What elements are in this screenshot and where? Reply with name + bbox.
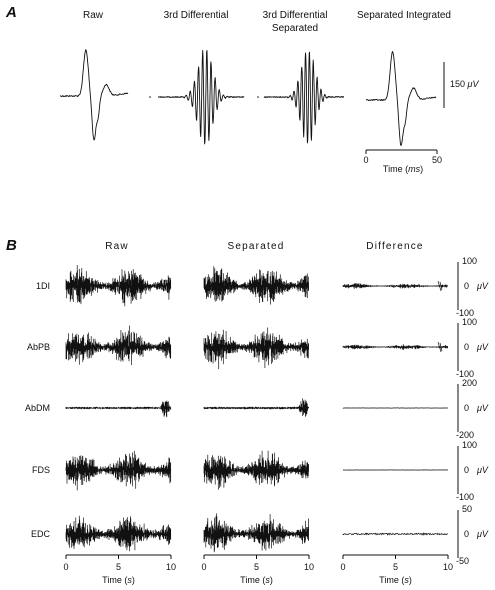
- scale-top-fds: 100: [462, 440, 477, 450]
- panel-a-title-separated-line: Separated: [272, 23, 318, 34]
- scale-mid-abdm: 0: [464, 403, 469, 413]
- trace-a-separated-integrated: [365, 51, 437, 146]
- scale-bottom-fds: -100: [456, 492, 474, 502]
- scale-unit-abdm: μV: [476, 403, 489, 413]
- scale-top-abpb: 100: [462, 317, 477, 327]
- panel-a-title-3rd-differential-separated: 3rd Differential: [263, 10, 328, 21]
- trace-a-3rd-differential: [157, 49, 245, 145]
- burst-difference-1di: [437, 280, 443, 292]
- panel-b-x-ticks: 0 5 10 Time (s) 0 5 10 Time (s) 0 5 10 Time (s): [63, 555, 453, 585]
- dot-marker: [257, 96, 259, 98]
- x-tick-label: 10: [443, 562, 453, 572]
- scale-unit-1di: μV: [476, 281, 489, 291]
- x-tick-label: 10: [304, 562, 314, 572]
- column-title-difference: Difference: [366, 241, 423, 252]
- trace-a-raw: [59, 49, 129, 141]
- scale-bar-value: 150 μV: [450, 79, 479, 89]
- trace-difference-1di: [342, 283, 449, 289]
- x-tick-label: 5: [254, 562, 259, 572]
- scale-top-abdm: 200: [462, 378, 477, 388]
- x-axis-label: Time (s): [102, 575, 135, 585]
- scale-top-edc: 50: [462, 504, 472, 514]
- scale-bottom-abpb: -100: [456, 369, 474, 379]
- panel-a-tick-0: 0: [363, 155, 368, 165]
- trace-a-3rd-differential-separated: [263, 51, 345, 144]
- scale-unit-abpb: μV: [476, 342, 489, 352]
- scale-top-1di: 100: [462, 256, 477, 266]
- trace-separated-1di: [203, 266, 309, 305]
- scale-bottom-abdm: -200: [456, 430, 474, 440]
- trace-raw-abdm: [65, 400, 172, 418]
- scale-mid-1di: 0: [464, 281, 469, 291]
- row-label-abdm: AbDM: [25, 403, 50, 413]
- x-axis-label: Time (s): [379, 575, 412, 585]
- scale-mid-edc: 0: [464, 529, 469, 539]
- burst-difference-abpb: [437, 341, 443, 353]
- panel-b-label: B: [6, 237, 17, 254]
- trace-difference-edc: [342, 532, 449, 536]
- column-title-separated: Separated: [228, 241, 285, 252]
- scale-mid-fds: 0: [464, 465, 469, 475]
- panel-a-tick-50: 50: [432, 155, 442, 165]
- panel-b-rows: 1DI 100 0 -100 μV AbPB 100 0 -100 μV AbDM 200 0 -200 μ…: [25, 256, 489, 566]
- trace-separated-edc: [203, 513, 309, 553]
- trace-raw-edc: [65, 515, 172, 552]
- trace-raw-1di: [65, 265, 172, 307]
- row-label-abpb: AbPB: [27, 342, 50, 352]
- row-label-fds: FDS: [32, 465, 50, 475]
- panel-a-label: A: [5, 4, 17, 21]
- trace-separated-fds: [203, 450, 309, 490]
- x-tick-label: 0: [201, 562, 206, 572]
- trace-raw-abpb: [65, 325, 172, 365]
- x-tick-label: 0: [63, 562, 68, 572]
- trace-difference-abpb: [342, 344, 448, 350]
- trace-separated-abpb: [203, 327, 309, 370]
- x-tick-label: 0: [340, 562, 345, 572]
- x-axis-label: Time (s): [240, 575, 273, 585]
- x-tick-label: 5: [116, 562, 121, 572]
- scale-bottom-1di: -100: [456, 308, 474, 318]
- trace-raw-fds: [65, 450, 172, 491]
- scale-unit-fds: μV: [476, 465, 489, 475]
- scale-mid-abpb: 0: [464, 342, 469, 352]
- panel-a-title-3rd-differential: 3rd Differential: [164, 10, 229, 21]
- panel-a-x-label: Time (ms): [383, 164, 423, 174]
- panel-a-title-raw: Raw: [83, 10, 104, 21]
- column-title-raw: Raw: [105, 241, 129, 252]
- scale-unit-edc: μV: [476, 529, 489, 539]
- row-label-1di: 1DI: [36, 281, 50, 291]
- trace-separated-abdm: [203, 398, 309, 417]
- panel-a-title-separated-integrated: Separated Integrated: [357, 10, 451, 21]
- dot-marker: [149, 96, 151, 98]
- scale-bottom-edc: -50: [456, 556, 469, 566]
- x-tick-label: 5: [393, 562, 398, 572]
- x-tick-label: 10: [166, 562, 176, 572]
- row-label-edc: EDC: [31, 529, 51, 539]
